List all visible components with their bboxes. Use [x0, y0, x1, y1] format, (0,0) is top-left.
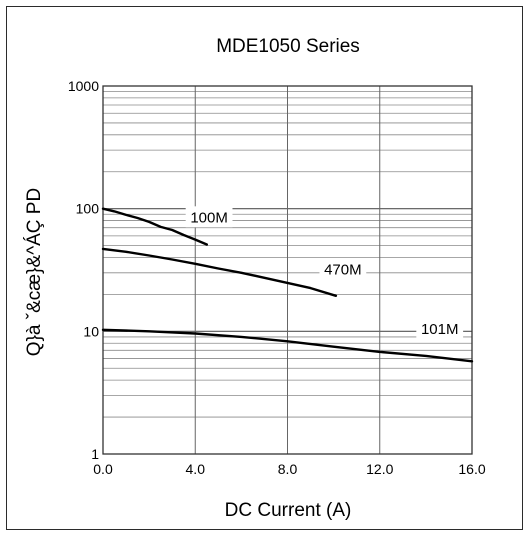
tick-labels: 0.0 4.0 8.0 12.0 16.0 1 10 100 1000	[68, 78, 486, 477]
axes	[102, 85, 473, 455]
y-tick-label: 10	[83, 323, 99, 339]
series-line-101M	[101, 328, 474, 363]
series-labels: 100M 470M 101M	[185, 206, 464, 340]
y-tick-label: 1000	[68, 78, 99, 94]
series-label-101M: 101M	[421, 321, 459, 338]
series-label-bg	[319, 258, 367, 280]
series-label-100M: 100M	[190, 209, 228, 226]
x-axis-label: DC Current (A)	[225, 500, 352, 521]
x-tick-label: 4.0	[186, 461, 206, 477]
grid	[103, 86, 472, 454]
x-tick-label: 0.0	[93, 461, 113, 477]
y-axis-label: Q}à ˇ&cæ}&^ÁÇ PD	[24, 188, 45, 356]
chart-title: MDE1050 Series	[216, 36, 360, 57]
chart-frame	[6, 6, 523, 530]
series-group	[101, 207, 474, 363]
series-line-100M	[101, 207, 209, 246]
x-tick-label: 16.0	[458, 461, 485, 477]
series-label-bg	[185, 206, 233, 228]
y-tick-label: 1	[91, 446, 99, 462]
x-tick-label: 8.0	[278, 461, 298, 477]
x-tick-label: 12.0	[366, 461, 393, 477]
series-line-470M	[101, 247, 338, 297]
series-label-bg	[416, 318, 464, 340]
plot-area-border	[102, 85, 473, 455]
series-label-470M: 470M	[324, 261, 362, 278]
y-tick-label: 100	[76, 201, 100, 217]
